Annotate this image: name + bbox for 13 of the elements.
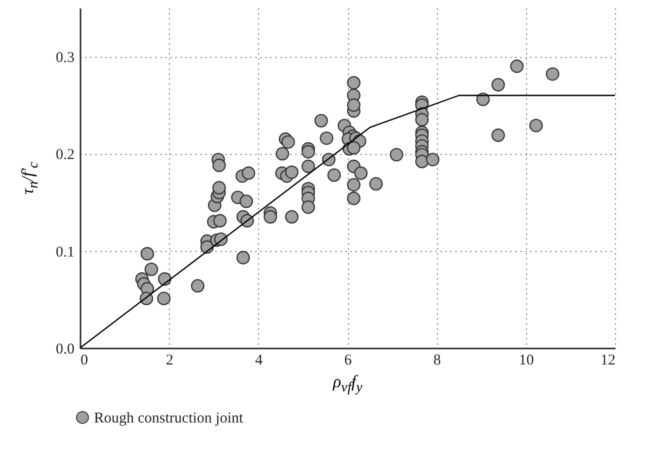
- x-tick-label: 8: [433, 352, 441, 368]
- y-tick-label: 0.1: [56, 244, 74, 260]
- x-tick-label: 12: [600, 352, 616, 368]
- legend-label: Rough construction joint: [94, 410, 244, 426]
- x-axis-title: ρ$_{vf}$f$_{y}$: [333, 372, 362, 396]
- x-tick-label: 2: [166, 352, 174, 368]
- y-tick-label: 0.3: [56, 50, 74, 66]
- x-tick-label: 6: [344, 352, 352, 368]
- x-tick-label: 0: [80, 352, 88, 368]
- x-tick-label: 4: [255, 352, 264, 368]
- x-tick-label: 10: [518, 352, 534, 368]
- y-tick-label: 0.2: [56, 147, 74, 164]
- y-tick-label: 0.0: [56, 342, 74, 358]
